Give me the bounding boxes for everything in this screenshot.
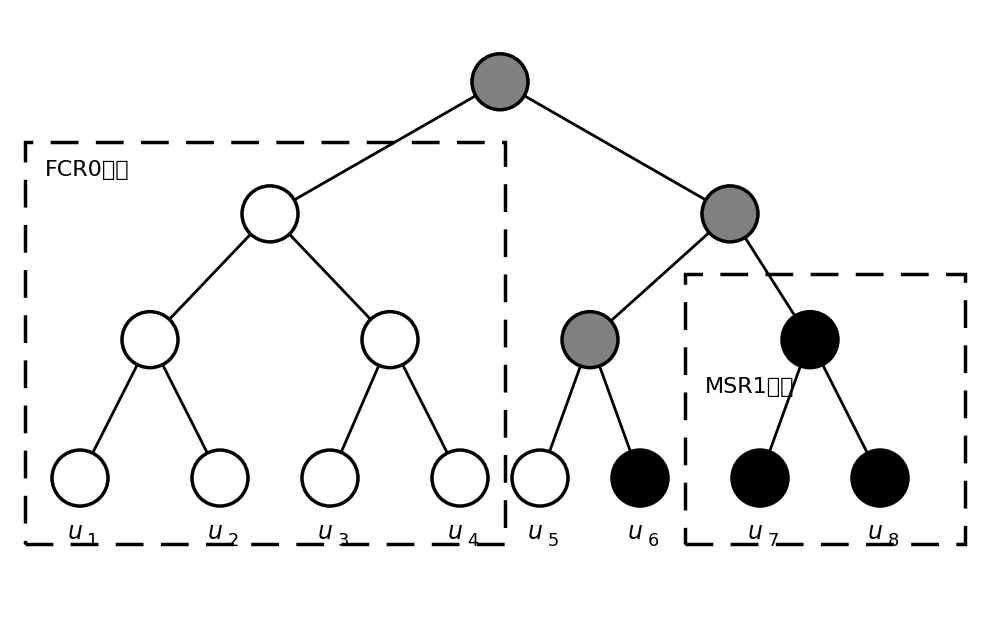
Ellipse shape bbox=[362, 311, 418, 368]
Ellipse shape bbox=[612, 450, 668, 506]
Text: MSR1节点: MSR1节点 bbox=[705, 377, 794, 398]
Text: 1: 1 bbox=[87, 532, 99, 550]
Ellipse shape bbox=[852, 450, 908, 506]
Text: $u$: $u$ bbox=[447, 520, 463, 543]
Text: 7: 7 bbox=[767, 532, 779, 550]
Ellipse shape bbox=[512, 450, 568, 506]
Ellipse shape bbox=[122, 311, 178, 368]
Text: $u$: $u$ bbox=[67, 520, 83, 543]
Text: 3: 3 bbox=[337, 532, 349, 550]
Ellipse shape bbox=[562, 311, 618, 368]
Ellipse shape bbox=[52, 450, 108, 506]
Text: FCR0节点: FCR0节点 bbox=[45, 160, 130, 181]
Ellipse shape bbox=[302, 450, 358, 506]
Ellipse shape bbox=[732, 450, 788, 506]
Text: 4: 4 bbox=[467, 532, 479, 550]
Bar bbox=[685, 274, 965, 544]
Text: $u$: $u$ bbox=[627, 520, 643, 543]
Ellipse shape bbox=[192, 450, 248, 506]
Text: 8: 8 bbox=[887, 532, 899, 550]
Bar bbox=[25, 142, 505, 544]
Text: $u$: $u$ bbox=[747, 520, 763, 543]
Text: 6: 6 bbox=[647, 532, 659, 550]
Ellipse shape bbox=[432, 450, 488, 506]
Ellipse shape bbox=[242, 186, 298, 242]
Ellipse shape bbox=[472, 53, 528, 110]
Text: $u$: $u$ bbox=[207, 520, 223, 543]
Text: $u$: $u$ bbox=[867, 520, 883, 543]
Ellipse shape bbox=[782, 311, 838, 368]
Ellipse shape bbox=[702, 186, 758, 242]
Text: 2: 2 bbox=[227, 532, 239, 550]
Text: $u$: $u$ bbox=[527, 520, 543, 543]
Text: 5: 5 bbox=[547, 532, 559, 550]
Text: $u$: $u$ bbox=[317, 520, 333, 543]
